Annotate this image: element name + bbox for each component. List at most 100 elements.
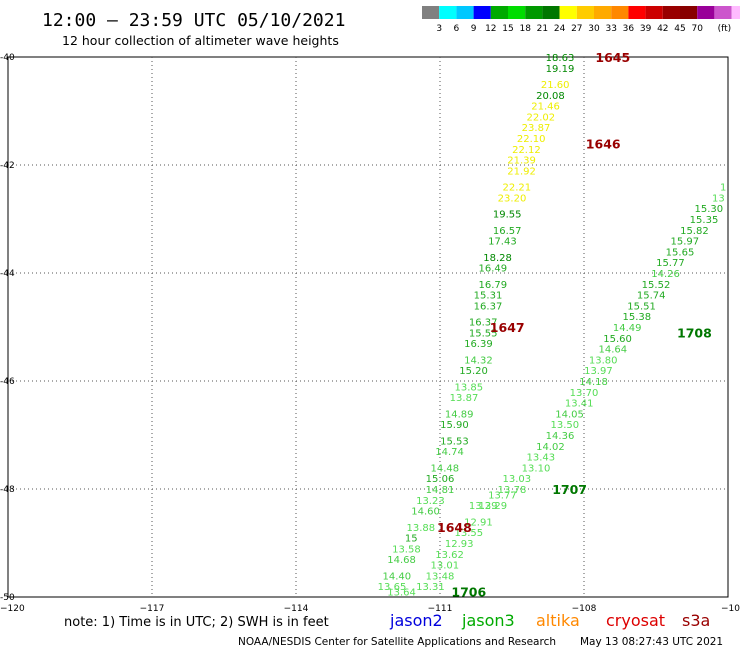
legend-label: 42 xyxy=(657,24,668,34)
satellite-name-jason3: jason3 xyxy=(461,611,515,630)
y-tick-label: -50 xyxy=(0,593,15,603)
legend-swatch xyxy=(490,6,508,19)
y-tick-label: -40 xyxy=(0,53,15,63)
legend-swatch xyxy=(559,6,577,19)
data-point-s3a: 14.48 xyxy=(430,463,459,474)
legend-swatch xyxy=(680,6,698,19)
legend-swatch xyxy=(439,6,457,19)
track-time-label: 1707 xyxy=(552,482,587,497)
data-point-jason3: 15.77 xyxy=(656,258,685,269)
legend-label: 21 xyxy=(537,24,548,34)
data-point-jason3: 15.51 xyxy=(627,301,656,312)
legend-swatch xyxy=(731,6,740,19)
legend-swatch xyxy=(628,6,646,19)
track-time-label: 1706 xyxy=(451,585,486,600)
data-point-s3a: 16.57 xyxy=(493,226,522,237)
legend-swatch xyxy=(714,6,732,19)
legend-swatch xyxy=(456,6,474,19)
data-point-jason3: 14.18 xyxy=(579,377,608,388)
legend-swatch xyxy=(645,6,663,19)
data-point-jason3: 15.97 xyxy=(670,237,699,248)
data-point-jason3: 13.70 xyxy=(570,388,599,399)
footer-credit: NOAA/NESDIS Center for Satellite Applica… xyxy=(238,636,556,648)
data-point-s3a: 21.46 xyxy=(531,102,560,113)
y-tick-label: -48 xyxy=(0,485,15,495)
data-point-s3a: 22.10 xyxy=(517,134,546,145)
x-tick-label: −120 xyxy=(0,604,25,614)
data-point-jason3: 13 xyxy=(712,193,725,204)
grid-lines xyxy=(8,57,728,597)
legend-label: 27 xyxy=(571,24,582,34)
chart-title: 12:00 – 23:59 UTC 05/10/2021 xyxy=(42,10,345,31)
data-point-s3a: 14.32 xyxy=(464,355,493,366)
satellite-name-cryosat: cryosat xyxy=(606,611,665,630)
track-time-labels: 1645 1646 1647 1648 1706 1707 1708 xyxy=(437,50,712,600)
data-point-jason3: 14.05 xyxy=(555,409,584,420)
data-point-s3a: 15 xyxy=(405,534,418,545)
legend-label: 9 xyxy=(471,24,477,34)
data-point-s3a: 15.53 xyxy=(440,436,469,447)
data-point-s3a: 18.63 xyxy=(546,53,575,64)
data-point-s3a: 14.74 xyxy=(435,447,464,458)
data-point-jason3: 13.78 xyxy=(498,485,527,496)
plot-frame xyxy=(7,56,729,598)
data-point-s3a: 21.92 xyxy=(507,166,536,177)
data-point-jason3: 13.29 xyxy=(469,501,498,512)
data-point-jason3: 13.31 xyxy=(416,582,445,593)
y-tick-label: -42 xyxy=(0,161,15,171)
legend-label: 18 xyxy=(519,24,531,34)
data-point-s3a: 19.19 xyxy=(546,64,575,75)
satellite-name-jason2: jason2 xyxy=(389,611,443,630)
data-point-s3a: 19.55 xyxy=(493,210,522,221)
y-tick-label: -46 xyxy=(0,377,15,387)
satellite-name-altika: altika xyxy=(536,611,580,630)
data-point-s3a: 14.68 xyxy=(387,555,416,566)
data-point-s3a: 21.60 xyxy=(541,80,570,91)
legend-swatch xyxy=(594,6,612,19)
data-point-s3a: 22.12 xyxy=(512,145,541,156)
data-point-jason3: 13.10 xyxy=(522,463,551,474)
data-point-jason3: 14.02 xyxy=(536,442,565,453)
legend-unit: (ft) xyxy=(718,24,732,34)
data-point-s3a: 13.87 xyxy=(450,393,479,404)
x-tick-label: −117 xyxy=(140,604,165,614)
satellite-legend: jason2 jason3 altika cryosat s3a xyxy=(389,611,710,630)
plot-area: -40 -42 -44 -46 -48 -50−120 −117 −114 −111 −108 −1… xyxy=(0,50,740,614)
legend-label: 12 xyxy=(485,24,496,34)
legend-label: 3 xyxy=(436,24,442,34)
legend-label: 36 xyxy=(623,24,635,34)
data-point-s3a: 15.55 xyxy=(469,328,498,339)
data-point-s3a: 13.65 xyxy=(378,582,407,593)
legend-swatch xyxy=(542,6,560,19)
legend-label: 39 xyxy=(640,24,652,34)
data-point-jason3: 15.65 xyxy=(666,247,695,258)
legend-label: 70 xyxy=(691,24,703,34)
data-point-jason3: 13.50 xyxy=(550,420,579,431)
track-time-label: 1647 xyxy=(490,320,525,335)
legend-label: 33 xyxy=(605,24,616,34)
data-point-jason3: 14.26 xyxy=(651,269,680,280)
data-point-s3a: 13.58 xyxy=(392,544,421,555)
track-time-label: 1708 xyxy=(677,325,712,340)
data-point-s3a: 20.08 xyxy=(536,91,565,102)
data-point-s3a: 23.87 xyxy=(522,123,551,134)
legend-label: 45 xyxy=(674,24,685,34)
data-point-jason3: 15.38 xyxy=(622,312,651,323)
data-point-s3a: 17.43 xyxy=(488,237,517,248)
legend-swatch xyxy=(611,6,629,19)
data-point-s3a: 14.40 xyxy=(382,571,411,582)
data-point-jason3: 15.82 xyxy=(680,226,709,237)
tick-labels: -40 -42 -44 -46 -48 -50−120 −117 −114 −111 −108 −1… xyxy=(0,53,740,614)
data-point-s3a: 16.49 xyxy=(478,264,507,275)
data-point-jason3: 13.48 xyxy=(426,571,455,582)
footer-note: note: 1) Time is in UTC; 2) SWH is in fe… xyxy=(64,615,329,630)
data-point-jason3: 12.93 xyxy=(445,539,474,550)
data-point-jason3: 13.41 xyxy=(565,399,594,410)
data-point-jason3: 13.01 xyxy=(430,561,459,572)
data-point-jason3: 15.30 xyxy=(694,204,723,215)
data-point-jason3: 15.74 xyxy=(637,291,666,302)
x-tick-label: −10 xyxy=(721,604,740,614)
data-point-jason3: 13.80 xyxy=(589,355,618,366)
data-point-s3a: 22.21 xyxy=(502,183,531,194)
